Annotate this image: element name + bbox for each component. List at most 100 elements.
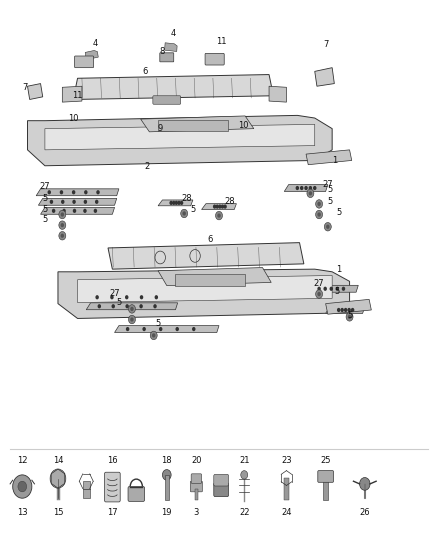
Polygon shape	[108, 243, 304, 269]
Circle shape	[346, 313, 353, 321]
FancyBboxPatch shape	[214, 474, 229, 486]
Circle shape	[150, 331, 157, 340]
Text: 5: 5	[347, 311, 352, 320]
Circle shape	[59, 221, 66, 229]
Circle shape	[336, 287, 339, 291]
Circle shape	[316, 200, 322, 208]
Text: 5: 5	[42, 194, 48, 203]
Text: 14: 14	[53, 456, 63, 465]
Text: 4: 4	[171, 29, 176, 38]
Circle shape	[170, 201, 173, 205]
Circle shape	[110, 295, 114, 300]
Circle shape	[360, 478, 370, 490]
Text: 19: 19	[162, 508, 172, 517]
Text: 28: 28	[225, 197, 235, 206]
Polygon shape	[73, 75, 273, 100]
FancyBboxPatch shape	[153, 96, 181, 104]
Circle shape	[340, 308, 344, 312]
Circle shape	[60, 233, 64, 238]
Text: 18: 18	[162, 456, 172, 465]
Polygon shape	[284, 184, 328, 191]
Polygon shape	[306, 150, 352, 165]
Polygon shape	[201, 204, 237, 209]
FancyBboxPatch shape	[214, 483, 229, 497]
FancyBboxPatch shape	[165, 475, 169, 500]
Circle shape	[62, 209, 66, 213]
Polygon shape	[58, 269, 350, 318]
Text: 10: 10	[68, 114, 78, 123]
Circle shape	[94, 209, 97, 213]
Circle shape	[304, 186, 308, 190]
Circle shape	[316, 290, 322, 298]
Polygon shape	[36, 189, 119, 196]
Circle shape	[215, 212, 223, 220]
Circle shape	[177, 201, 181, 205]
Circle shape	[318, 287, 321, 291]
FancyBboxPatch shape	[158, 119, 228, 131]
Circle shape	[128, 316, 135, 324]
FancyBboxPatch shape	[176, 274, 245, 286]
Text: 17: 17	[107, 508, 118, 517]
Text: 6: 6	[142, 67, 148, 76]
Circle shape	[13, 475, 32, 498]
Circle shape	[52, 209, 55, 213]
Circle shape	[152, 333, 155, 337]
Circle shape	[313, 186, 317, 190]
Polygon shape	[325, 300, 371, 314]
FancyBboxPatch shape	[190, 481, 202, 492]
Polygon shape	[141, 116, 254, 132]
Circle shape	[318, 213, 321, 216]
Circle shape	[50, 469, 66, 488]
Circle shape	[309, 186, 312, 190]
Circle shape	[128, 305, 135, 313]
Circle shape	[329, 287, 333, 291]
FancyBboxPatch shape	[194, 489, 198, 500]
Circle shape	[351, 308, 354, 312]
Text: 16: 16	[107, 456, 118, 465]
Polygon shape	[28, 115, 332, 166]
Text: 25: 25	[320, 456, 331, 465]
Text: 1: 1	[336, 265, 341, 273]
Circle shape	[324, 222, 331, 231]
Text: 20: 20	[191, 456, 201, 465]
Text: 7: 7	[23, 83, 28, 92]
Circle shape	[192, 327, 195, 331]
Circle shape	[159, 327, 162, 331]
Circle shape	[347, 308, 351, 312]
Text: 28: 28	[181, 194, 192, 203]
Text: 5: 5	[336, 208, 341, 217]
Text: 5: 5	[190, 205, 195, 214]
Circle shape	[139, 304, 143, 309]
Polygon shape	[315, 68, 334, 86]
Circle shape	[342, 287, 345, 291]
Circle shape	[300, 186, 304, 190]
Circle shape	[183, 212, 186, 216]
Text: 3: 3	[194, 508, 199, 517]
Circle shape	[96, 190, 100, 195]
Text: 5: 5	[155, 319, 161, 328]
Polygon shape	[158, 268, 271, 286]
Circle shape	[130, 307, 134, 311]
Polygon shape	[62, 86, 82, 102]
Text: 1: 1	[332, 156, 337, 165]
Circle shape	[95, 295, 99, 300]
Text: 11: 11	[216, 37, 226, 46]
Circle shape	[125, 304, 129, 309]
Text: 22: 22	[239, 508, 250, 517]
FancyBboxPatch shape	[105, 472, 120, 502]
Text: 2: 2	[145, 163, 150, 171]
Text: 5: 5	[42, 215, 48, 224]
Circle shape	[215, 205, 219, 209]
Text: 26: 26	[360, 508, 370, 517]
Circle shape	[326, 224, 329, 229]
Circle shape	[60, 213, 64, 216]
Circle shape	[59, 231, 66, 240]
Polygon shape	[165, 43, 177, 52]
Text: 27: 27	[109, 288, 120, 297]
Circle shape	[307, 189, 314, 198]
Text: 6: 6	[208, 236, 213, 245]
Polygon shape	[86, 303, 178, 310]
Text: 10: 10	[238, 122, 248, 131]
Circle shape	[223, 205, 227, 209]
Circle shape	[176, 327, 179, 331]
